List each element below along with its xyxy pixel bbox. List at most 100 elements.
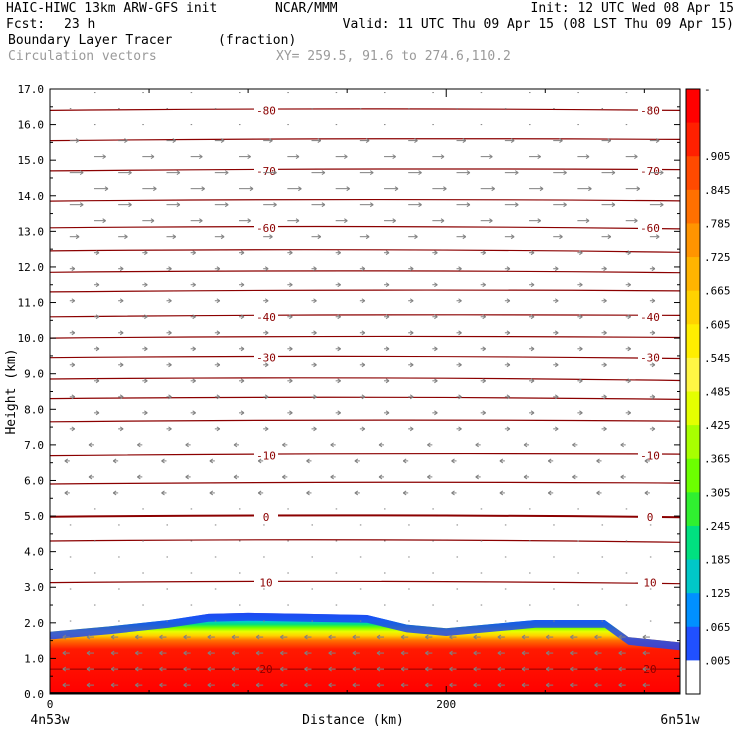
x-tick-label: 200	[436, 698, 456, 711]
circulation-vector-head	[168, 362, 172, 368]
circulation-vector-head	[255, 634, 260, 640]
circulation-vector-head	[596, 490, 600, 496]
colorbar-swatch	[686, 458, 700, 493]
circulation-vector-head	[240, 314, 245, 320]
circulation-vector-head	[449, 634, 453, 640]
y-tick-label: 9.0	[24, 368, 44, 381]
circulation-vector-head	[579, 410, 583, 416]
field-name: Boundary Layer Tracer	[8, 33, 173, 48]
circulation-vector-head	[337, 314, 341, 320]
circulation-vector-head	[135, 682, 139, 688]
circulation-vector-head	[183, 682, 187, 688]
circulation-vector-head	[192, 410, 196, 416]
colorbar-label: -	[704, 83, 711, 96]
isotherm-line	[49, 355, 681, 360]
colorbar-label: .125	[704, 587, 731, 600]
circulation-vector-head	[330, 442, 334, 448]
circulation-vector-head	[128, 202, 132, 208]
circulation-vector-head	[475, 474, 479, 480]
isotherm-label: -40	[256, 311, 276, 324]
circulation-vector-head	[400, 650, 405, 656]
circulation-vector-head	[434, 378, 438, 384]
circulation-vector-head	[607, 138, 612, 144]
circulation-vector-head	[547, 490, 552, 496]
isotherm-label: 10	[259, 577, 272, 590]
circulation-vector-head	[159, 634, 163, 640]
colorbar-label: .785	[704, 217, 731, 230]
circulation-vector-head	[482, 346, 486, 352]
circulation-vector-head	[369, 202, 374, 208]
circulation-vector-head	[603, 298, 607, 304]
isotherm-label-bg	[638, 104, 662, 117]
circulation-vector-head	[328, 682, 332, 688]
circulation-vector-head	[440, 154, 445, 160]
circulation-vector-head	[651, 330, 656, 336]
circulation-vector-head	[579, 250, 583, 256]
isotherm-label-bg	[254, 164, 278, 177]
circulation-vector-head	[352, 634, 357, 640]
circulation-vector-head	[172, 138, 177, 144]
colorbar: - .905 .845 .785 .725 .665 .605 .545 .485 .425 .36…	[685, 83, 731, 695]
forecast-label: Fcst:	[6, 17, 46, 32]
isotherm-label: 10	[643, 577, 656, 590]
circulation-vector-head	[79, 170, 84, 176]
circulation-vector-head	[579, 378, 583, 384]
circulation-vector-head	[620, 442, 624, 448]
colorbar-swatch	[686, 525, 700, 561]
circulation-vector-head	[216, 266, 221, 272]
circulation-vector-head	[545, 650, 550, 656]
circulation-vector-head	[361, 394, 366, 400]
x-start-location: 4n53w	[30, 713, 69, 728]
circulation-vector-head	[497, 682, 502, 688]
circulation-vector-head	[269, 234, 273, 240]
circulation-vector-head	[159, 650, 163, 656]
circulation-vector-head	[306, 458, 310, 464]
circulation-vector-head	[603, 330, 607, 336]
circulation-vector-head	[506, 362, 511, 368]
circulation-vector-head	[321, 202, 326, 208]
circulation-vector-head	[313, 362, 317, 368]
isotherm-line	[49, 108, 681, 111]
isotherm-line	[49, 289, 681, 293]
circulation-vector-head	[216, 426, 221, 432]
circulation-vector-head	[482, 378, 486, 384]
circulation-vector-head	[369, 170, 374, 176]
tracer-top-band	[50, 612, 680, 651]
circulation-vector-head	[337, 410, 341, 416]
circulation-vector-head	[627, 250, 631, 256]
circulation-vector-head	[385, 378, 390, 384]
circulation-vector-head	[199, 218, 203, 224]
circulation-vector-head	[289, 346, 293, 352]
circulation-vector-head	[642, 634, 647, 640]
circulation-vector-head	[86, 650, 91, 656]
circulation-vector-head	[220, 138, 225, 144]
circulation-vector-head	[240, 346, 245, 352]
circulation-vector-head	[295, 154, 300, 160]
circulation-vector-head	[443, 186, 447, 192]
circulation-vector-head	[282, 442, 286, 448]
circulation-vector-head	[361, 362, 366, 368]
colorbar-swatch	[686, 626, 700, 661]
isotherm-label: -70	[256, 165, 276, 178]
x-axis-label: Distance (km)	[302, 713, 404, 728]
colorbar-label: .725	[704, 251, 731, 264]
circulation-vector-head	[330, 474, 334, 480]
circulation-vector-head	[71, 362, 76, 368]
circulation-vector-head	[352, 650, 357, 656]
circulation-vector-head	[530, 410, 535, 416]
circulation-vector-head	[280, 634, 284, 640]
circulation-vector-head	[71, 330, 76, 336]
colorbar-label: .365	[704, 453, 731, 466]
y-tick-label: 10.0	[18, 332, 45, 345]
colorbar-frame	[685, 88, 701, 695]
circulation-vector-head	[264, 298, 269, 304]
circulation-vector-head	[150, 154, 155, 160]
circulation-vector-head	[257, 458, 262, 464]
circulation-vector-head	[144, 410, 148, 416]
y-tick-label: 14.0	[18, 190, 45, 203]
circulation-vector-head	[289, 378, 293, 384]
circulation-vector-head	[280, 666, 284, 672]
circulation-vector-head	[128, 170, 132, 176]
circulation-vector-head	[627, 346, 631, 352]
circulation-vector-head	[563, 202, 567, 208]
